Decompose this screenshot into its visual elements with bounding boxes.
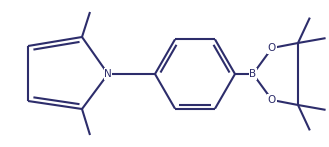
Text: N: N — [104, 69, 112, 79]
Text: B: B — [249, 69, 257, 79]
Text: O: O — [268, 43, 276, 53]
Text: O: O — [268, 95, 276, 105]
